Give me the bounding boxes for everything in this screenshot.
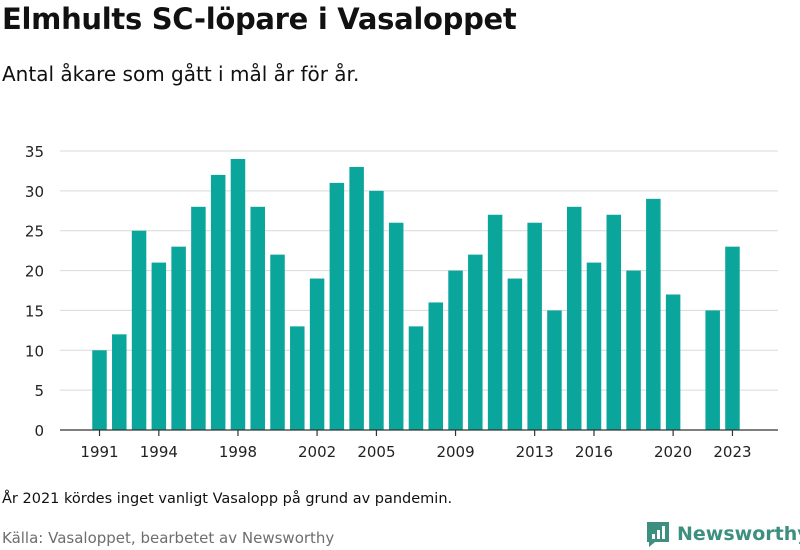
y-tick-label: 0: [34, 422, 44, 440]
bar-2000: [270, 254, 285, 430]
x-tick-label: 1998: [219, 443, 257, 461]
bar-1992: [112, 334, 127, 430]
x-tick-label: 2013: [516, 443, 554, 461]
bar-2005: [369, 190, 384, 430]
y-axis-tick-labels: 0 5 10 15 20 25 30 35: [25, 143, 44, 440]
x-tick-label: 2016: [575, 443, 613, 461]
bar-2008: [428, 302, 444, 430]
bars: [92, 158, 740, 430]
bar-1994: [151, 262, 167, 430]
x-tick-label: 2002: [298, 443, 336, 461]
x-tick-label: 2020: [654, 443, 692, 461]
y-tick-label: 35: [25, 143, 44, 161]
bar-2012: [507, 278, 523, 430]
bar-2004: [349, 166, 364, 430]
bar-2017: [606, 214, 622, 430]
chart-title: Elmhults SC-löpare i Vasaloppet: [2, 2, 517, 36]
x-tick-label: 2005: [357, 443, 395, 461]
bar-1991: [92, 350, 107, 430]
bar-2023: [725, 246, 740, 430]
bar-1995: [171, 246, 186, 430]
y-tick-label: 15: [25, 302, 44, 320]
x-tick-label: 2023: [713, 443, 751, 461]
bar-2001: [290, 326, 305, 430]
y-tick-label: 25: [25, 223, 44, 241]
bar-2020: [665, 294, 681, 430]
y-tick-label: 5: [34, 382, 44, 400]
bar-2016: [586, 262, 602, 430]
bar-2009: [448, 270, 463, 430]
x-axis: 1991 1994 1998 2002 2005 2009 2013 2016 2020 2023: [60, 429, 778, 461]
bar-2010: [468, 254, 483, 430]
bar-2006: [388, 222, 404, 430]
bar-2019: [646, 198, 661, 430]
bar-1999: [250, 206, 265, 430]
bar-2013: [527, 222, 542, 430]
x-tick-label: 2009: [436, 443, 474, 461]
y-tick-label: 20: [25, 263, 44, 281]
newsworthy-logo: Newsworthy: [645, 520, 800, 548]
bar-2011: [487, 214, 503, 430]
bar-2014: [547, 310, 562, 430]
bar-2015: [566, 206, 582, 430]
bar-2007: [408, 326, 424, 430]
y-tick-label: 30: [25, 183, 44, 201]
bar-2022: [705, 310, 720, 430]
source-text: Källa: Vasaloppet, bearbetet av Newswort…: [2, 529, 335, 547]
bar-1998: [230, 158, 246, 430]
y-tick-label: 10: [25, 342, 44, 360]
bar-chart: 0 5 10 15 20 25 30 35 1991 1994 1998 2002 2005 2009 2…: [25, 143, 778, 461]
newsworthy-logo-icon: [647, 522, 669, 547]
bar-1993: [131, 230, 147, 430]
bar-2018: [626, 270, 641, 430]
bar-1997: [210, 174, 226, 430]
bar-1996: [191, 206, 206, 430]
bar-2003: [329, 182, 345, 430]
footnote: År 2021 kördes inget vanligt Vasalopp på…: [2, 491, 453, 507]
logo-text: Newsworthy: [677, 523, 800, 545]
bar-2002: [309, 278, 325, 430]
x-tick-label: 1991: [80, 443, 118, 461]
chart-subtitle: Antal åkare som gått i mål år för år.: [2, 62, 360, 86]
x-tick-label: 1994: [140, 443, 178, 461]
